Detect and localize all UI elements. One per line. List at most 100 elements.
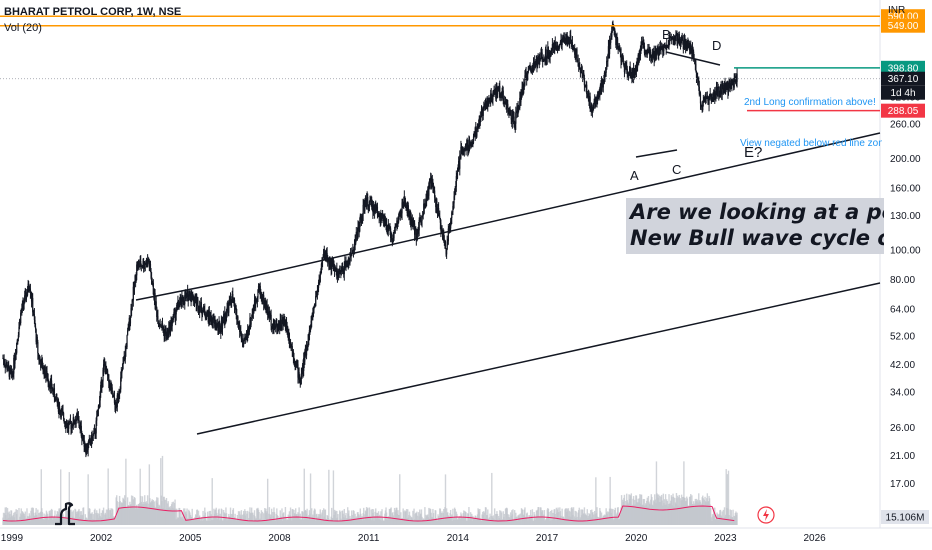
candle-body (99, 392, 101, 401)
candle-body (608, 40, 611, 55)
candle-body (680, 37, 682, 46)
candle-body (395, 224, 397, 227)
candle-body (26, 291, 29, 296)
volume-bar (721, 511, 723, 525)
tradingview-logo-icon[interactable] (52, 500, 78, 526)
candle-body (626, 65, 628, 69)
candle-body (483, 106, 485, 109)
candle-body (165, 332, 168, 339)
candle-body (15, 352, 17, 355)
candle-body (702, 100, 704, 111)
candle-body (197, 309, 200, 311)
volume-bar (526, 512, 528, 525)
candle-body (705, 96, 707, 98)
candle-body (257, 289, 259, 298)
volume-bar (284, 507, 287, 525)
candle-body (179, 300, 181, 304)
candle-body (681, 36, 683, 39)
volume-bar (451, 514, 453, 525)
candle-body (14, 354, 17, 360)
candle-body (111, 387, 113, 391)
price-tick-label: 160.00 (890, 184, 921, 195)
volume-bar (736, 512, 738, 525)
candle-body (479, 116, 481, 123)
note-box[interactable]: Are we looking at a poss New Bull wave c… (626, 198, 884, 254)
candle-body (682, 40, 684, 49)
candle-body (96, 415, 98, 417)
candle-body (56, 393, 58, 400)
candle-body (625, 63, 627, 66)
candle-body (351, 250, 353, 254)
volume-bar (2, 512, 5, 525)
candle-body (434, 197, 436, 201)
candle-body (518, 106, 520, 110)
candle-body (232, 300, 234, 302)
candle-body (105, 366, 108, 373)
volume-bar (412, 510, 414, 525)
candle-body (132, 286, 134, 301)
volume-indicator-label[interactable]: Vol (20) (4, 22, 42, 34)
candle-body (460, 146, 463, 153)
candle-body (499, 86, 501, 95)
candle-body (251, 313, 253, 318)
candle-body (291, 346, 293, 352)
volume-bar (210, 514, 212, 525)
volume-bar (428, 507, 430, 525)
candle-body (168, 327, 170, 335)
candle-body (216, 324, 218, 328)
volume-bar (353, 510, 355, 525)
wave-bd-line (665, 51, 721, 66)
candle-body (218, 321, 220, 324)
candle-body (636, 63, 639, 68)
candle-body (691, 47, 694, 57)
candle-body (293, 360, 296, 362)
candle-body (665, 44, 667, 49)
candle-body (376, 206, 379, 215)
volume-bar (337, 514, 339, 525)
candle-body (684, 38, 686, 42)
volume-bar (572, 507, 575, 525)
time-tick-label: 2014 (447, 533, 470, 544)
candle-body (706, 97, 708, 99)
candle-body (108, 374, 110, 383)
candle-body (340, 271, 342, 274)
candle-body (6, 369, 9, 371)
candle-body (324, 253, 327, 256)
candle-body (397, 222, 399, 225)
wave-ac-line (635, 149, 678, 158)
candle-body (440, 222, 442, 232)
candle-body (492, 92, 494, 101)
candle-body (633, 73, 635, 78)
candle-body (568, 40, 571, 44)
candle-body (643, 45, 646, 54)
candle-body (61, 410, 64, 412)
candle-body (488, 99, 490, 103)
candle-body (674, 38, 676, 42)
volume-bar (24, 511, 26, 525)
candle-body (62, 412, 65, 419)
candle-body (226, 307, 228, 314)
candle-body (564, 39, 567, 42)
candle-body (547, 46, 549, 58)
candle-body (581, 66, 583, 74)
candle-body (578, 64, 580, 69)
candle-body (398, 216, 400, 223)
candle-body (248, 327, 250, 332)
candle-body (95, 420, 97, 434)
price-tick-label: 80.00 (890, 275, 915, 286)
symbol-title[interactable]: BHARAT PETROL CORP, 1W, NSE (4, 6, 182, 18)
candle-body (663, 44, 665, 52)
candle-body (605, 69, 607, 73)
candle-body (320, 263, 323, 274)
candle-body (455, 176, 457, 187)
lightning-icon[interactable] (757, 506, 775, 524)
candle-body (675, 34, 677, 36)
candle-body (562, 36, 564, 41)
candle-body (247, 328, 249, 335)
candle-body (736, 73, 738, 82)
candle-body (687, 44, 690, 48)
candle-body (615, 36, 618, 45)
volume-bar (91, 512, 93, 525)
candle-body (412, 220, 415, 225)
